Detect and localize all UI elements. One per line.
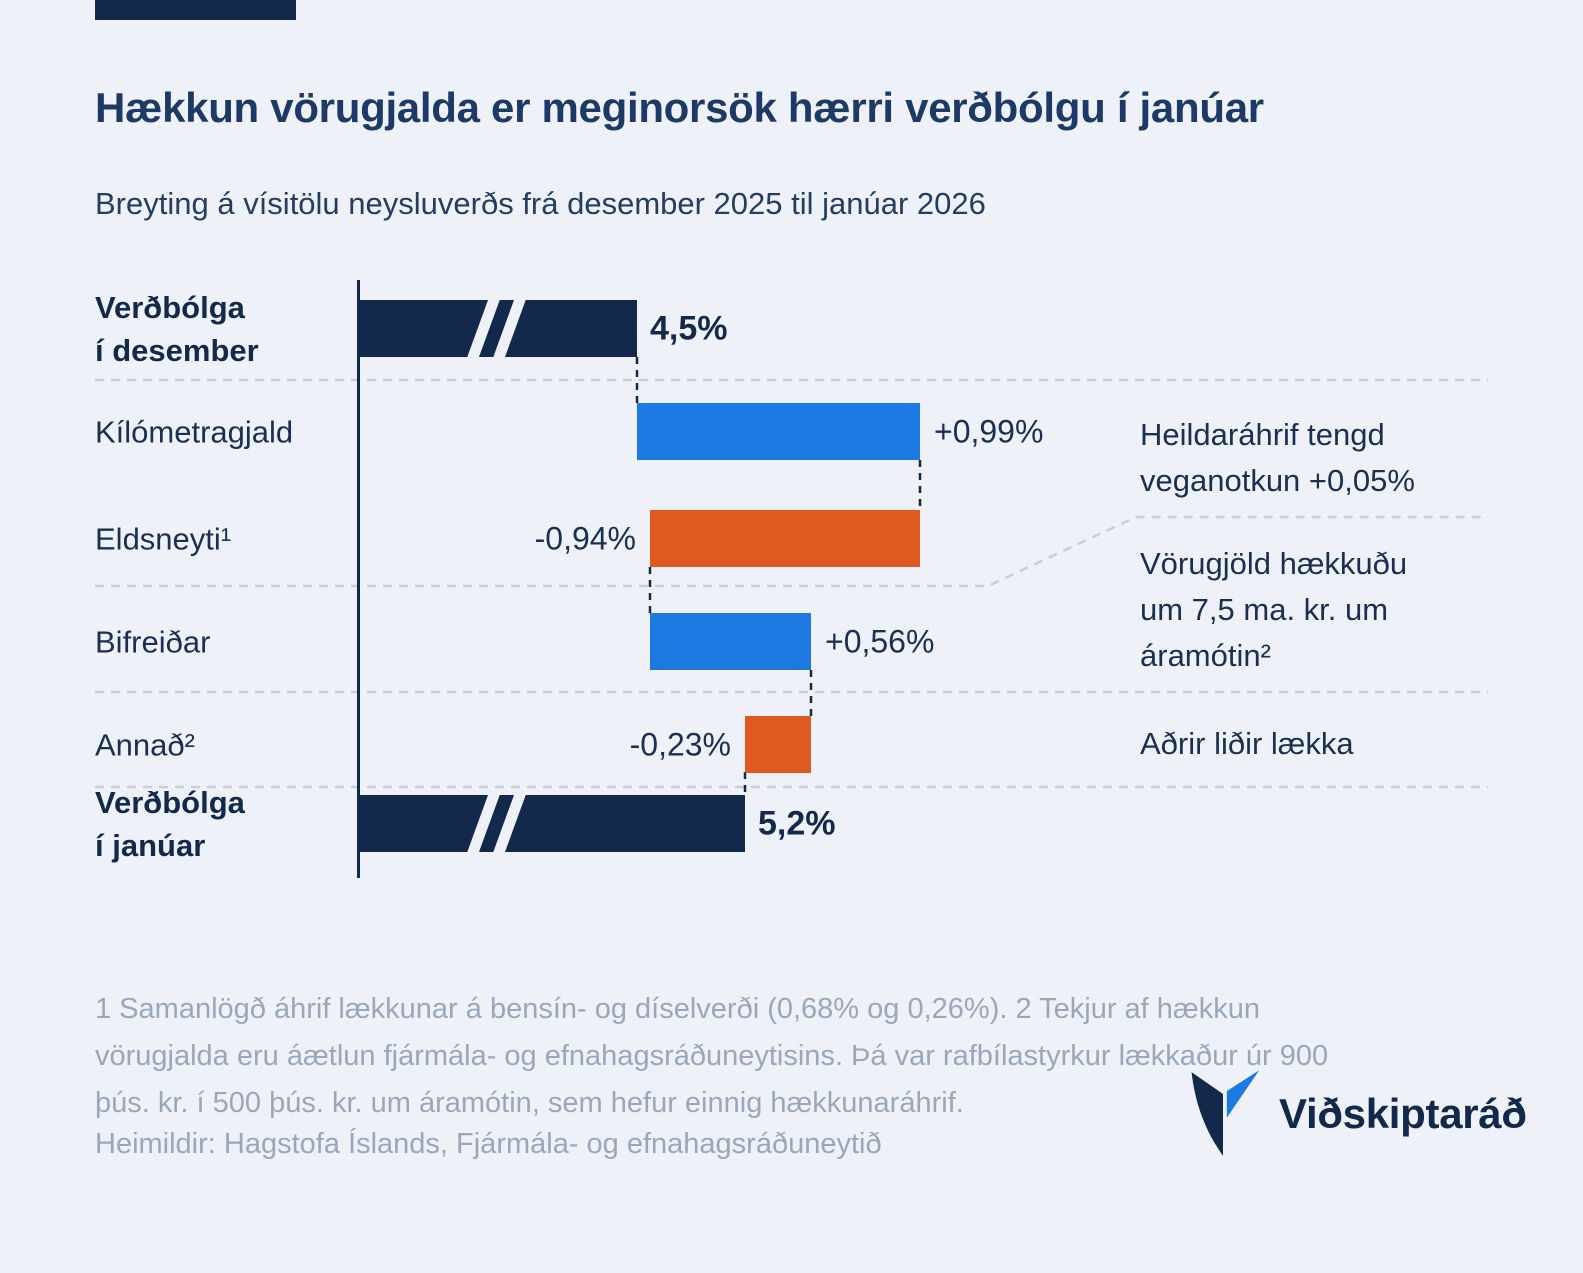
value-label-3: +0,56%: [825, 623, 935, 659]
row-label-3: Bifreiðar: [95, 624, 211, 659]
chart-title: Hækkun vörugjalda er meginorsök hærri ve…: [95, 84, 1264, 131]
bar-2: [650, 510, 920, 567]
annotation-0: Heildaráhrif tengd veganotkun +0,05%: [1140, 417, 1415, 498]
row-label-2: Eldsneyti¹: [95, 521, 232, 556]
bar-3: [650, 613, 811, 670]
chart-subtitle: Breyting á vísitölu neysluverðs frá dese…: [95, 186, 986, 221]
value-label-5: 5,2%: [758, 804, 836, 842]
value-label-4: -0,23%: [629, 726, 731, 762]
vidskiptarad-logo-icon: [1191, 1070, 1260, 1156]
value-label-1: +0,99%: [934, 413, 1044, 449]
source-line: Heimildir: Hagstofa Íslands, Fjármála- o…: [95, 1128, 882, 1160]
value-label-0: 4,5%: [650, 309, 728, 347]
bar-4: [745, 716, 811, 773]
value-label-2: -0,94%: [534, 520, 636, 556]
logo-text: Viðskiptaráð: [1279, 1090, 1527, 1137]
bar-1: [637, 403, 920, 460]
row-label-1: Kílómetragjald: [95, 414, 294, 449]
y-axis-line: [357, 280, 360, 878]
row-label-4: Annað²: [95, 727, 195, 762]
logo: Viðskiptaráð: [1183, 1068, 1527, 1160]
accent-bar: [95, 0, 296, 20]
row-label-5: Verðbólga í janúar: [95, 784, 245, 863]
bar-5: [360, 795, 745, 852]
row-label-0: Verðbólga í desember: [95, 289, 259, 368]
annotation-1: Vörugjöld hækkuðu um 7,5 ma. kr. um áram…: [1140, 546, 1408, 673]
footnote: 1 Samanlögð áhrif lækkunar á bensín- og …: [95, 993, 1329, 1119]
annotation-2: Aðrir liðir lækka: [1140, 726, 1354, 761]
